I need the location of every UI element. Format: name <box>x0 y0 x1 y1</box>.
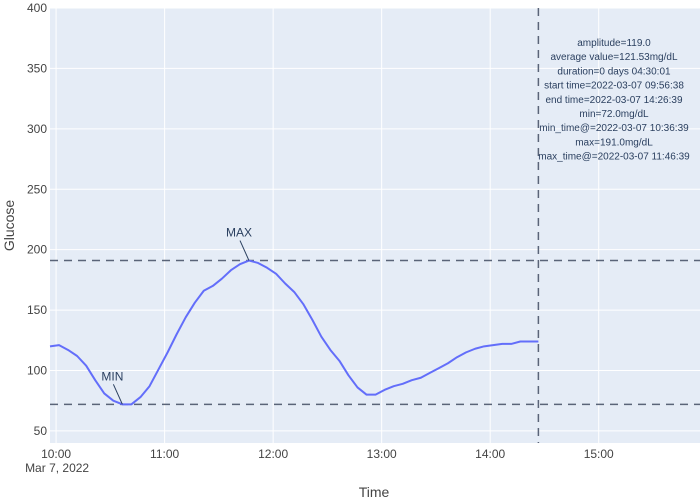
x-tick-label: 10:00 <box>41 447 71 461</box>
stats-line: duration=0 days 04:30:01 <box>557 66 671 77</box>
y-tick-label: 350 <box>27 61 47 75</box>
x-axis-title: Time <box>359 484 390 500</box>
y-tick-label: 50 <box>34 424 48 438</box>
x-date-label: Mar 7, 2022 <box>25 461 89 475</box>
x-tick-label: 13:00 <box>367 447 397 461</box>
annotations: MAX MIN <box>101 226 252 405</box>
glucose-series-line <box>49 259 539 406</box>
stats-box: amplitude=119.0 average value=121.53mg/dL… <box>538 38 690 163</box>
annotation-label: MAX <box>226 226 252 240</box>
x-tick-label: 12:00 <box>258 447 288 461</box>
y-tick-label: 150 <box>27 303 47 317</box>
y-tick-label: 200 <box>27 243 47 257</box>
y-tick-label: 100 <box>27 364 47 378</box>
stats-line: end time=2022-03-07 14:26:39 <box>545 95 682 106</box>
grid-lines <box>50 7 700 443</box>
stats-line: start time=2022-03-07 09:56:38 <box>544 81 684 92</box>
y-tick-label: 250 <box>27 182 47 196</box>
annotation-arrow <box>239 240 250 261</box>
stats-line: amplitude=119.0 <box>577 38 651 49</box>
x-tick-label: 11:00 <box>150 447 179 461</box>
stats-line: average value=121.53mg/dL <box>550 52 677 63</box>
annotation-arrow <box>112 384 123 405</box>
reference-lines <box>50 8 700 443</box>
stats-line: max_time@=2022-03-07 11:46:39 <box>538 152 690 163</box>
y-axis-title: Glucose <box>1 200 17 252</box>
stats-line: min_time@=2022-03-07 10:36:39 <box>539 123 689 134</box>
y-tick-labels: 50 100 150 200 250 300 350 400 <box>27 1 47 438</box>
x-tick-label: 15:00 <box>584 447 614 461</box>
y-tick-label: 400 <box>27 1 47 15</box>
stats-line: min=72.0mg/dL <box>579 109 649 120</box>
annotation-label: MIN <box>101 369 123 383</box>
stats-line: max=191.0mg/dL <box>575 137 653 148</box>
x-tick-labels: 10:00 11:00 12:00 13:00 14:00 15:00 <box>41 447 614 461</box>
y-tick-label: 300 <box>27 122 47 136</box>
x-tick-label: 14:00 <box>475 447 505 461</box>
